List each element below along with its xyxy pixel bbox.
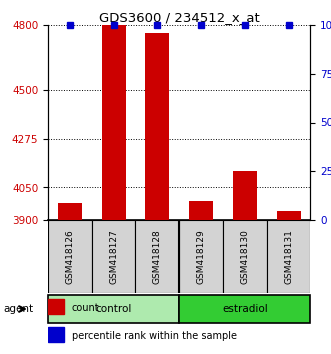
Bar — [48, 220, 92, 293]
Bar — [48, 326, 64, 342]
Bar — [233, 171, 257, 220]
Text: control: control — [95, 304, 132, 314]
Bar — [102, 25, 126, 220]
Text: GSM418126: GSM418126 — [65, 229, 74, 284]
Text: GSM418127: GSM418127 — [109, 229, 118, 284]
Title: GDS3600 / 234512_x_at: GDS3600 / 234512_x_at — [99, 11, 260, 24]
Bar — [135, 220, 179, 293]
Bar — [223, 220, 267, 293]
Bar — [48, 295, 179, 324]
Bar — [58, 203, 82, 220]
Text: estradiol: estradiol — [222, 304, 268, 314]
Text: GSM418130: GSM418130 — [240, 229, 249, 284]
Text: count: count — [71, 303, 99, 313]
Bar — [179, 220, 223, 293]
Bar — [179, 295, 310, 324]
Bar — [189, 200, 213, 220]
Bar — [277, 211, 301, 220]
Bar — [145, 33, 169, 220]
Text: percentile rank within the sample: percentile rank within the sample — [71, 331, 237, 341]
Text: GSM418129: GSM418129 — [197, 229, 206, 284]
Bar — [92, 220, 135, 293]
Bar — [267, 220, 310, 293]
Text: GSM418131: GSM418131 — [284, 229, 293, 284]
Bar — [48, 299, 64, 314]
Text: agent: agent — [3, 304, 33, 314]
Text: GSM418128: GSM418128 — [153, 229, 162, 284]
